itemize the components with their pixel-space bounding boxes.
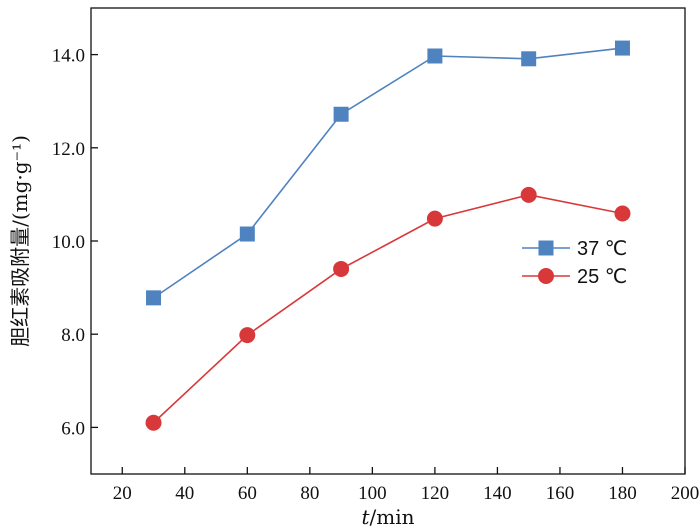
x-tick-label: 80 <box>300 483 319 504</box>
legend-item: 37 ℃ <box>522 238 627 260</box>
data-point <box>333 106 349 122</box>
data-point <box>333 260 350 277</box>
y-tick-label: 6.0 <box>61 418 85 439</box>
data-point <box>145 414 162 431</box>
legend-marker <box>538 268 554 284</box>
x-tick-label: 200 <box>671 483 700 504</box>
data-point <box>239 226 255 242</box>
y-tick-label: 10.0 <box>52 232 85 253</box>
series-1 <box>146 40 630 306</box>
y-tick-label: 12.0 <box>52 139 85 160</box>
series-2 <box>145 186 631 431</box>
data-point <box>426 210 443 227</box>
legend-item: 25 ℃ <box>522 266 627 288</box>
y-axis-label: 胆红素吸附量/(mg·g⁻¹) <box>8 135 32 347</box>
data-point <box>614 205 631 222</box>
legend-label: 25 ℃ <box>577 266 627 288</box>
series-line <box>152 194 623 424</box>
data-point <box>521 51 537 67</box>
y-tick-label: 8.0 <box>61 325 85 346</box>
x-tick-label: 60 <box>238 483 257 504</box>
data-point <box>427 48 443 64</box>
series-layer <box>145 40 631 431</box>
x-axis-label-unit: /min <box>370 505 415 529</box>
series-line <box>153 47 623 299</box>
data-point <box>520 186 537 203</box>
legend: 37 ℃ 25 ℃ <box>522 238 627 288</box>
x-tick-label: 20 <box>113 483 132 504</box>
x-axis-label: t/min <box>361 505 414 529</box>
x-tick-label: 140 <box>483 483 512 504</box>
x-tick-label: 100 <box>358 483 387 504</box>
x-tick-label: 120 <box>421 483 450 504</box>
x-tick-label: 40 <box>175 483 194 504</box>
x-axis-ticks: 20 40 60 80 100 120 140 160 180 200 <box>113 467 699 504</box>
y-tick-label: 14.0 <box>52 46 85 67</box>
legend-marker <box>538 240 554 256</box>
data-point <box>239 327 256 344</box>
data-point <box>146 290 162 306</box>
y-axis-ticks: 6.0 8.0 10.0 12.0 14.0 <box>52 46 98 439</box>
x-axis-label-variable: t <box>361 505 370 529</box>
x-tick-label: 160 <box>546 483 575 504</box>
legend-label: 37 ℃ <box>577 238 627 260</box>
plot-frame <box>90 7 686 475</box>
data-point <box>614 40 630 56</box>
x-tick-label: 180 <box>608 483 637 504</box>
